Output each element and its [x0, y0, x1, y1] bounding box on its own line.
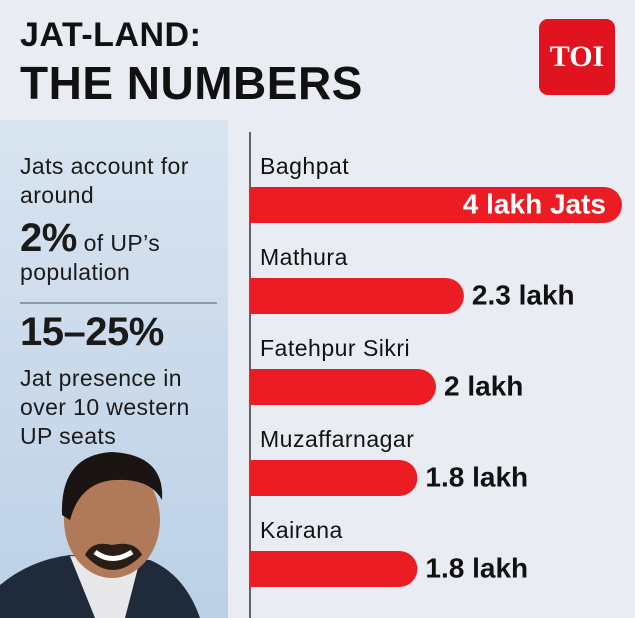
value-label: 2 lakh: [444, 370, 523, 401]
logo: TOI: [550, 40, 604, 73]
portrait: [0, 452, 200, 618]
stat1-text: of UP’s population: [20, 230, 161, 285]
value-label: 1.8 lakh: [425, 552, 528, 583]
value-label: 4 lakh Jats: [463, 188, 606, 219]
category-label: Fatehpur Sikri: [260, 335, 410, 361]
stat2-text: Jat presence in over 10 western UP seats: [20, 365, 190, 449]
bar: [250, 278, 464, 314]
bar: [250, 551, 418, 587]
title-line2: THE NUMBERS: [20, 57, 363, 109]
stat2: 15–25%: [20, 312, 220, 352]
stat1: 2%: [20, 216, 77, 260]
intro: Jats account for around: [20, 153, 189, 208]
category-label: Mathura: [260, 244, 348, 270]
logo-badge: [539, 19, 615, 95]
category-label: Baghpat: [260, 153, 349, 179]
bar: [250, 369, 436, 405]
stat2-value: 15–25%: [20, 310, 164, 354]
value-label: 1.8 lakh: [425, 461, 528, 492]
category-label: Kairana: [260, 517, 343, 543]
bar: [250, 187, 622, 223]
stat1-block: 2% of UP’s population: [20, 218, 220, 287]
category-label: Muzaffarnagar: [260, 426, 414, 452]
bar: [250, 460, 418, 496]
value-label: 2.3 lakh: [472, 279, 575, 310]
title-line1: JAT-LAND:: [20, 16, 202, 54]
